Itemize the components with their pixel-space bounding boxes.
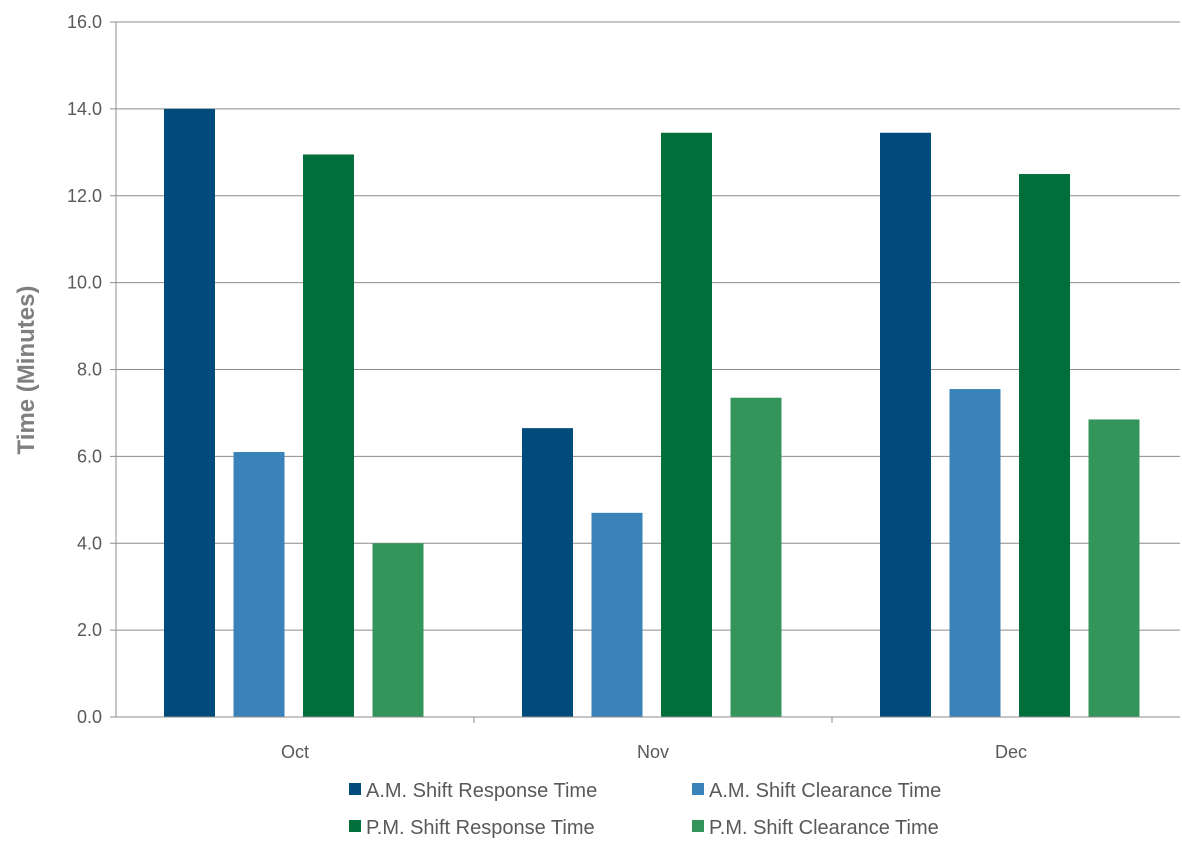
- bar: [522, 428, 573, 717]
- x-tick-label: Nov: [637, 742, 669, 762]
- legend-entry-label: P.M. Shift Clearance Time: [709, 817, 939, 839]
- y-tick-label: 12.0: [67, 186, 102, 206]
- bar: [164, 108, 215, 717]
- y-axis-label: Time (Minutes): [13, 286, 40, 455]
- x-tick-label: Dec: [995, 742, 1027, 762]
- y-tick-label: 8.0: [77, 360, 102, 380]
- bar: [233, 452, 285, 717]
- y-tick-label: 10.0: [67, 273, 102, 293]
- gridlines: [116, 21, 1180, 631]
- bar: [661, 132, 712, 717]
- legend: A.M. Shift Response Time A.M. Shift Clear…: [349, 780, 941, 839]
- legend-entry-label: A.M. Shift Response Time: [366, 780, 597, 802]
- y-tick-label: 0.0: [77, 707, 102, 727]
- y-tick-labels: 0.0 2.0 4.0 6.0 8.0 10.0 12.0 14.0 16.0: [67, 12, 102, 727]
- legend-entry-label: A.M. Shift Clearance Time: [709, 780, 941, 802]
- bar: [591, 512, 643, 717]
- legend-entry-label: P.M. Shift Response Time: [366, 817, 595, 839]
- bar: [1088, 419, 1140, 717]
- legend-swatch: [349, 820, 361, 832]
- x-tick-labels: Oct Nov Dec: [281, 742, 1027, 762]
- y-tick-label: 6.0: [77, 446, 102, 466]
- y-tick-label: 2.0: [77, 620, 102, 640]
- axes: [110, 21, 1180, 723]
- y-tick-label: 16.0: [67, 12, 102, 32]
- bar: [730, 397, 782, 717]
- bars: [164, 108, 1140, 717]
- bar: [949, 389, 1001, 717]
- y-tick-label: 4.0: [77, 533, 102, 553]
- bar: [372, 543, 424, 717]
- legend-swatch: [349, 783, 361, 795]
- bar: [880, 132, 931, 717]
- x-tick-label: Oct: [281, 742, 309, 762]
- y-tick-label: 14.0: [67, 99, 102, 119]
- legend-swatch: [692, 783, 704, 795]
- bar: [1019, 174, 1070, 717]
- bar: [303, 154, 354, 717]
- legend-swatch: [692, 820, 704, 832]
